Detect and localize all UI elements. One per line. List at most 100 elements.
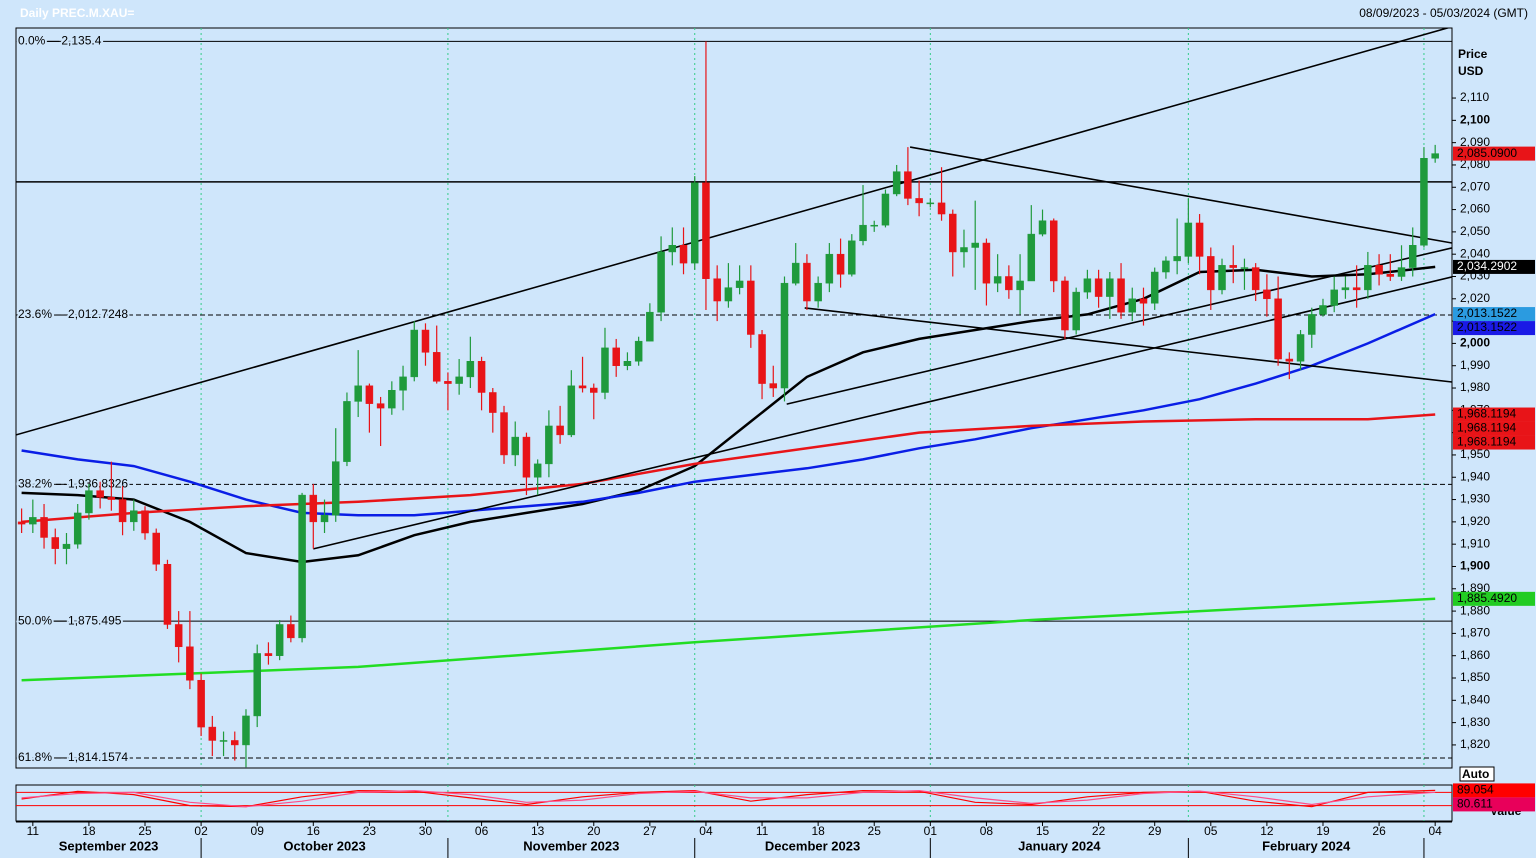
candle-body	[713, 278, 721, 302]
candle-body	[477, 361, 486, 393]
x-tick-label: 19	[1316, 824, 1330, 838]
auto-box	[1459, 766, 1495, 782]
candle-body	[1094, 278, 1103, 297]
candle-body	[331, 461, 340, 516]
price-label: 2,013.1522	[1457, 320, 1517, 334]
y-tick-label: 2,050	[1460, 224, 1490, 238]
trendline	[804, 307, 1452, 383]
candle-body	[320, 514, 329, 523]
candle-body	[354, 385, 362, 402]
candle-body	[545, 425, 553, 465]
fib-label: 1,814.1574	[68, 750, 128, 764]
month-label: February 2024	[1262, 838, 1351, 853]
candle-body	[1027, 233, 1036, 282]
y-tick-label: 2,000	[1460, 336, 1490, 350]
candle-body	[186, 646, 194, 681]
y-tick-label: 1,920	[1460, 514, 1490, 528]
candle-body	[1016, 280, 1024, 291]
candle-body	[522, 436, 531, 478]
candle-body	[904, 171, 912, 199]
candle-body	[1240, 267, 1249, 269]
candle-body	[892, 171, 901, 195]
candle-body	[1083, 278, 1092, 293]
candle-body	[1150, 271, 1159, 304]
candle-body	[848, 240, 856, 275]
candle-body	[466, 361, 475, 378]
plot-area: 0.0% 2,135.4 23.6% 2,012.7248 38.2% 1,936.832…	[16, 28, 1452, 768]
candle-body	[836, 253, 845, 275]
chart-title: Daily PREC.M.XAU=	[20, 6, 134, 20]
candle-body	[1207, 256, 1215, 291]
candle-body	[1386, 274, 1395, 277]
candle-body	[1330, 289, 1338, 306]
candle-body	[130, 510, 138, 523]
trendline	[313, 276, 1452, 550]
candle-body	[533, 463, 542, 478]
candle-body	[73, 512, 82, 545]
x-tick-label: 02	[194, 824, 208, 838]
candle-body	[62, 543, 71, 549]
candle-body	[343, 401, 351, 462]
candle-body	[1117, 278, 1125, 313]
y-tick-label: 1,980	[1460, 380, 1490, 394]
x-tick-label: 11	[756, 824, 769, 838]
candle-body	[926, 202, 935, 205]
candle-body	[1218, 265, 1226, 291]
x-tick-label: 22	[1092, 824, 1106, 838]
price-label: 1,968.1194	[1457, 421, 1516, 435]
x-tick-label: 01	[924, 824, 938, 838]
candle-body	[163, 563, 172, 625]
moving-average	[21, 413, 1436, 524]
trendline	[786, 247, 1452, 405]
x-tick-label: 25	[868, 824, 882, 838]
candle-body	[814, 282, 822, 302]
price-label: 2,013.1522	[1457, 306, 1517, 320]
candle-body	[556, 425, 564, 436]
y-tick-label: 1,820	[1460, 737, 1490, 751]
x-tick-label: 04	[1428, 824, 1442, 838]
y-tick-label: 1,930	[1460, 492, 1490, 506]
x-tick-label: 12	[1260, 824, 1274, 838]
candle-body	[578, 385, 587, 389]
candle-body	[747, 280, 755, 335]
candle-body	[769, 383, 778, 389]
y-tick-label: 2,110	[1460, 90, 1489, 104]
candle-body	[1408, 245, 1417, 268]
candle-body	[937, 202, 946, 215]
moving-average	[21, 597, 1436, 682]
x-tick-label: 15	[1036, 824, 1050, 838]
candle-body	[915, 198, 923, 204]
candle-body	[1319, 305, 1327, 315]
candle-body	[567, 385, 576, 436]
candle-body	[219, 740, 228, 742]
candle-body	[881, 193, 890, 226]
price-label-box	[1453, 797, 1535, 812]
price-label-box	[1453, 421, 1535, 436]
trendline	[909, 146, 1452, 244]
y-tick-label: 1,870	[1460, 626, 1490, 640]
price-label: 2,085.0900	[1457, 146, 1517, 160]
candle-body	[141, 510, 149, 534]
candle-body	[1038, 220, 1047, 235]
fib-percent: 38.2%	[18, 476, 52, 490]
candle-body	[275, 624, 284, 656]
trendline	[16, 28, 1451, 436]
candle-body	[1364, 265, 1372, 291]
x-tick-label: 16	[307, 824, 321, 838]
candle-body	[735, 280, 744, 288]
price-label: 1,968.1194	[1457, 407, 1516, 421]
fib-label: 2,135.4	[61, 34, 101, 48]
candle-body	[298, 494, 306, 639]
candle-body	[825, 253, 834, 284]
candle-body	[1128, 298, 1137, 313]
date-range: 08/09/2023 - 05/03/2024 (GMT)	[1359, 6, 1528, 20]
x-tick-label: 08	[980, 824, 994, 838]
candle-body	[376, 403, 385, 409]
candle-body	[1162, 260, 1170, 273]
candle-body	[1375, 265, 1383, 275]
candle-body	[500, 412, 508, 456]
candle-body	[1308, 314, 1316, 335]
candle-body	[1072, 291, 1080, 331]
